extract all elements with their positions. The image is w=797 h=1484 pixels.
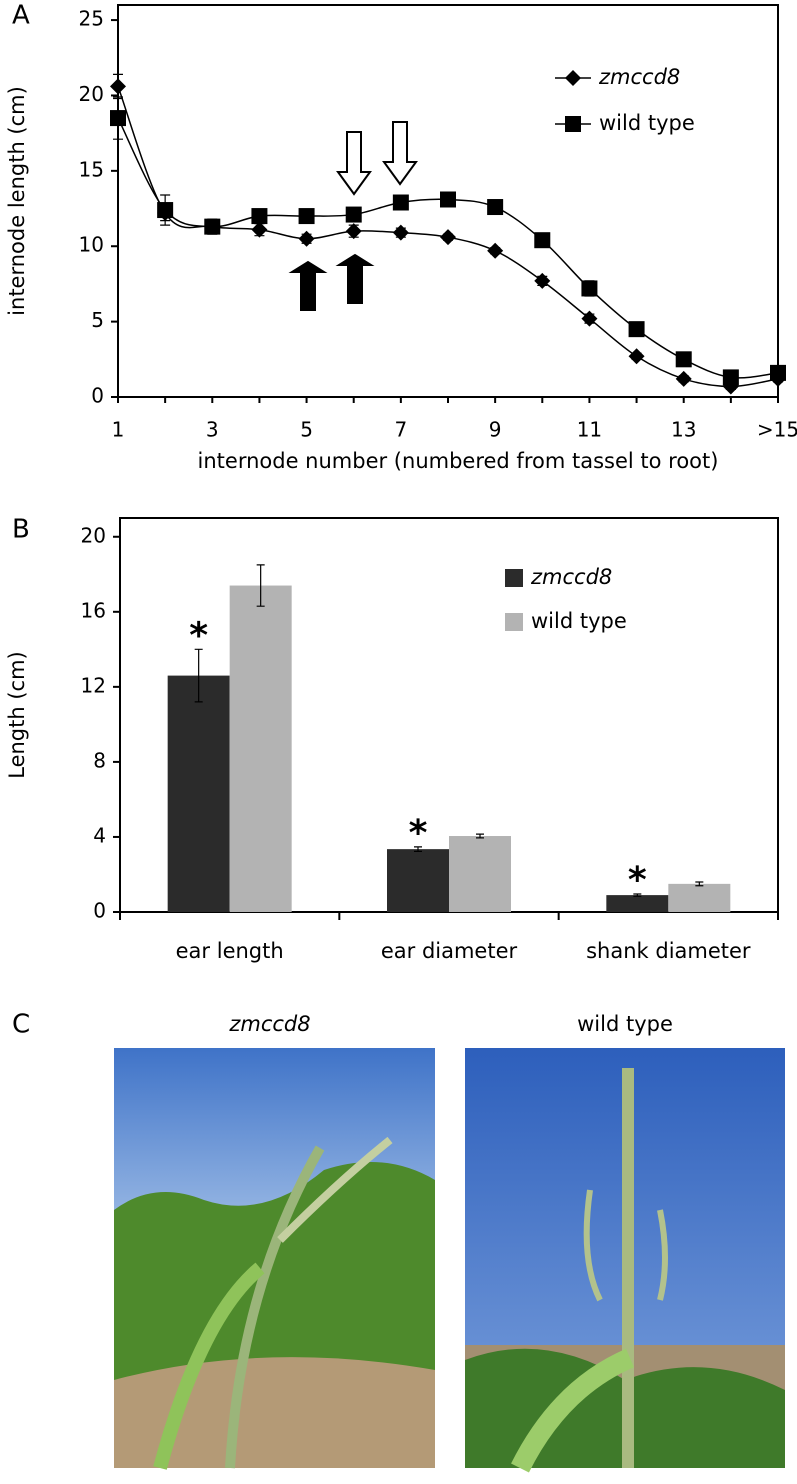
x-tick-label: >15 — [757, 418, 797, 442]
y-tick-label: 12 — [81, 673, 106, 697]
panel-label: A — [12, 1, 30, 31]
y-tick-label: 4 — [93, 823, 106, 847]
data-point — [251, 221, 268, 238]
y-tick-label: 20 — [81, 523, 106, 547]
legend-marker — [565, 116, 581, 132]
data-point — [534, 272, 551, 289]
legend-swatch — [505, 613, 523, 631]
error-bar — [414, 846, 422, 852]
data-point — [392, 194, 409, 211]
y-tick-label: 16 — [81, 598, 106, 622]
data-point — [675, 351, 692, 368]
data-point — [345, 206, 362, 223]
legend-swatch — [505, 569, 523, 587]
x-tick-label: 11 — [577, 418, 602, 442]
arrows — [288, 121, 418, 311]
y-tick-label: 5 — [91, 308, 104, 332]
photo-caption: wild type — [577, 1012, 673, 1036]
photo-caption: zmccd8 — [228, 1012, 310, 1036]
data-point — [204, 218, 221, 235]
error-bar — [633, 893, 642, 897]
data-point — [440, 191, 456, 208]
significance-mark: * — [409, 813, 428, 854]
y-tick-label: 0 — [91, 384, 104, 408]
significance-mark: * — [189, 615, 208, 656]
y-tick-label: 10 — [79, 233, 104, 257]
data-point — [110, 110, 126, 127]
bar — [229, 585, 292, 912]
data-point — [298, 208, 315, 225]
data-point — [628, 348, 645, 365]
legend-label: wild type — [531, 609, 627, 633]
x-tick-label: 3 — [206, 418, 219, 442]
panel-label: B — [12, 515, 30, 545]
bar — [668, 883, 731, 912]
significance-mark: * — [628, 860, 647, 901]
data-point — [770, 364, 786, 381]
photo — [114, 1048, 435, 1470]
data-point — [487, 199, 504, 216]
data-point — [345, 223, 362, 240]
x-tick-label: 9 — [489, 418, 502, 442]
bar — [606, 895, 669, 912]
bar — [167, 675, 230, 912]
data-point — [157, 202, 174, 219]
series-line — [117, 117, 779, 379]
y-tick-label: 0 — [93, 899, 106, 923]
panel-label: C — [12, 1010, 30, 1040]
legend-label: zmccd8 — [530, 565, 612, 589]
data-point — [581, 310, 598, 327]
data-point — [722, 369, 739, 386]
x-axis-title: internode number (numbered from tassel t… — [198, 449, 719, 473]
y-tick-label: 8 — [93, 748, 106, 772]
photo — [465, 1048, 785, 1473]
y-axis-title: internode length (cm) — [5, 86, 29, 316]
x-tick-label: ear length — [176, 939, 284, 963]
data-point — [251, 208, 268, 225]
legend-marker — [565, 70, 581, 86]
legend-label: wild type — [599, 111, 695, 135]
x-tick-label: 5 — [300, 418, 313, 442]
y-tick-label: 20 — [79, 82, 104, 106]
data-point — [581, 280, 598, 297]
x-tick-label: 13 — [671, 418, 696, 442]
data-point — [392, 224, 409, 241]
y-tick-label: 15 — [79, 157, 104, 181]
data-point — [487, 242, 504, 259]
bar — [449, 836, 511, 912]
error-bar — [695, 881, 704, 887]
error-bar — [476, 833, 484, 839]
data-point — [110, 78, 126, 95]
y-axis-title: Length (cm) — [5, 651, 29, 779]
data-point — [298, 230, 315, 247]
data-point — [628, 321, 645, 338]
legend-label: zmccd8 — [598, 65, 680, 89]
x-tick-label: ear diameter — [381, 939, 518, 963]
error-bar — [256, 564, 265, 607]
data-point — [534, 232, 551, 249]
x-tick-label: 7 — [394, 418, 407, 442]
data-point — [675, 370, 692, 387]
data-point — [440, 229, 456, 246]
x-tick-label: shank diameter — [586, 939, 751, 963]
y-tick-label: 25 — [79, 7, 104, 31]
error-bar — [194, 648, 203, 703]
bar — [387, 849, 449, 912]
x-tick-label: 1 — [112, 418, 125, 442]
